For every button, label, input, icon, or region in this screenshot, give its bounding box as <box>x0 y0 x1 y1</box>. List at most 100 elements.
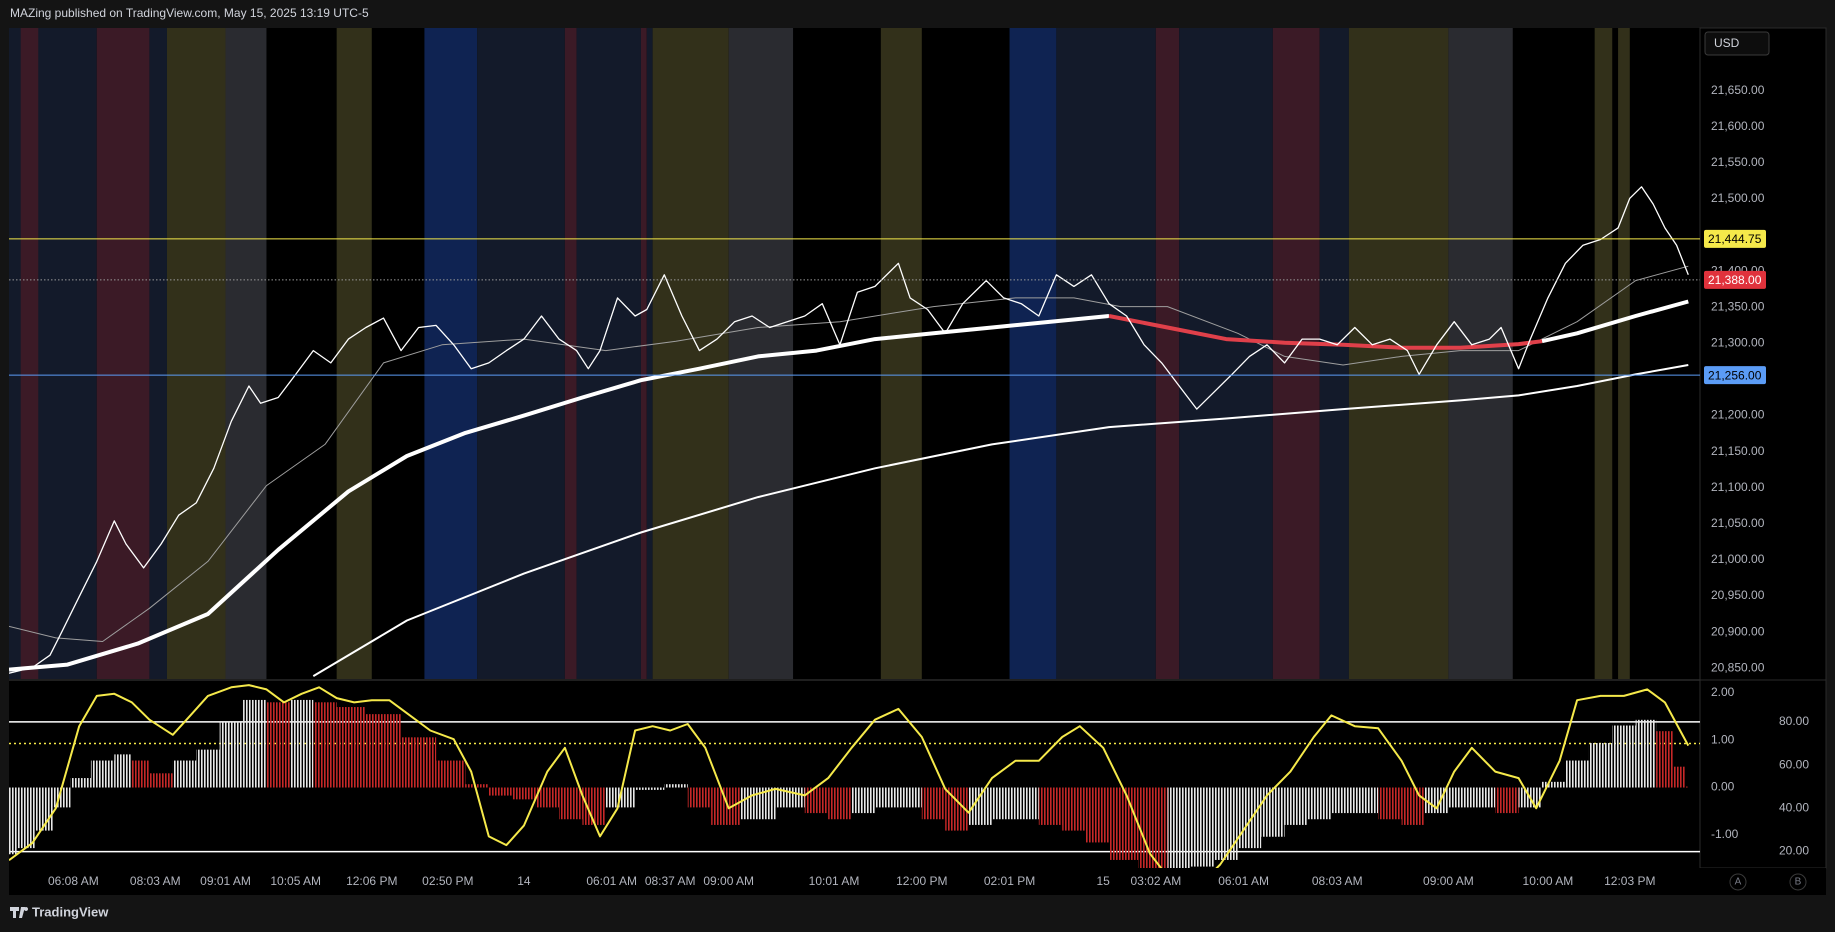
session-band <box>652 28 729 679</box>
y-tick-label: 20,850.00 <box>1711 660 1765 674</box>
histogram-bar <box>114 754 132 788</box>
x-tick-label: 06:01 AM <box>586 874 637 888</box>
axis-button[interactable] <box>1789 873 1807 891</box>
x-tick-label: 09:01 AM <box>200 874 251 888</box>
histogram-bar <box>219 721 244 788</box>
session-band <box>477 28 565 679</box>
currency[interactable]: USD <box>1714 36 1740 50</box>
y-tick-label: 21,150.00 <box>1711 444 1765 458</box>
histogram-bar <box>992 787 1016 820</box>
y-tick-label: 21,500.00 <box>1711 191 1765 205</box>
y-tick-label: 21,350.00 <box>1711 299 1765 313</box>
x-tick-label: 08:03 AM <box>1312 874 1363 888</box>
x-tick-label: 08:37 AM <box>645 874 696 888</box>
histogram-bar <box>1062 787 1086 831</box>
currency-button[interactable] <box>1704 31 1770 56</box>
histogram-bar <box>851 787 875 814</box>
histogram-bar <box>90 760 115 788</box>
histogram-bar <box>1471 787 1496 808</box>
y-tick-label: 2.00 <box>1711 685 1735 699</box>
series-line <box>9 299 1689 672</box>
session-band <box>1594 28 1613 679</box>
histogram-bar <box>874 787 899 808</box>
histogram-bar <box>635 787 665 790</box>
x-tick-label: 12:00 PM <box>896 874 947 888</box>
session-band <box>646 28 653 679</box>
y-tick-label: 21,050.00 <box>1711 516 1765 530</box>
histogram-bar <box>1354 787 1379 814</box>
histogram-bar <box>968 787 993 825</box>
x-tick-label: 10:00 AM <box>1523 874 1574 888</box>
session-band <box>1009 28 1057 679</box>
session-band <box>225 28 267 679</box>
histogram-bar <box>149 773 173 788</box>
histogram-bar <box>336 707 366 788</box>
y-tick-label: 21,300.00 <box>1711 336 1765 350</box>
axis-button-label[interactable]: B <box>1795 877 1802 888</box>
histogram-bar <box>1138 787 1168 868</box>
histogram-bar <box>559 787 583 820</box>
session-band <box>336 28 372 679</box>
price-level-box <box>1704 270 1766 289</box>
histogram-bar <box>1167 787 1191 868</box>
session-band <box>96 28 150 679</box>
histogram-bar <box>804 787 829 814</box>
brand-logo <box>10 907 29 918</box>
session-band <box>1272 28 1320 679</box>
histogram-bar <box>1565 760 1589 788</box>
histogram-bar <box>740 787 776 820</box>
histogram-bar <box>535 787 560 808</box>
histogram-bar <box>17 787 36 849</box>
y2-tick-label: 60.00 <box>1779 757 1809 771</box>
x-tick-label: 03:02 AM <box>1130 874 1181 888</box>
session-band <box>1618 28 1630 679</box>
brand: TradingView <box>32 904 109 919</box>
price-level-box <box>1704 229 1766 248</box>
session-band <box>576 28 641 679</box>
y-tick-label: 20,950.00 <box>1711 588 1765 602</box>
x-tick-label: 06:08 AM <box>48 874 99 888</box>
y-tick-label: 21,000.00 <box>1711 552 1765 566</box>
histogram-bar <box>243 699 267 788</box>
histogram-bar <box>131 760 150 788</box>
x-tick-label: 09:00 AM <box>703 874 754 888</box>
session-band <box>20 28 39 679</box>
x-tick-label: 10:05 AM <box>270 874 321 888</box>
histogram-bar <box>1401 787 1425 825</box>
histogram-bar <box>1656 731 1674 788</box>
session-band <box>564 28 577 679</box>
y-tick-label: 21,650.00 <box>1711 83 1765 97</box>
histogram-bar <box>945 787 969 831</box>
axis-button-label[interactable]: A <box>1735 877 1742 888</box>
histogram-bar <box>1085 787 1110 843</box>
series-line <box>312 364 1689 677</box>
histogram-bar <box>1542 781 1566 788</box>
histogram-bar <box>436 760 466 788</box>
histogram-bar <box>365 714 402 788</box>
axis-button[interactable] <box>1729 873 1747 891</box>
y-tick-label: -1.00 <box>1711 827 1739 841</box>
histogram-bar <box>1190 787 1215 867</box>
histogram-bar <box>1673 766 1686 788</box>
price-axis <box>1699 27 1827 869</box>
x-tick-label: 14 <box>517 874 531 888</box>
histogram-bar <box>1109 787 1139 860</box>
y-tick-label: 21,600.00 <box>1711 119 1765 133</box>
histogram-bar <box>1685 786 1689 788</box>
histogram-bar <box>465 784 489 788</box>
histogram-bar <box>1015 787 1039 820</box>
histogram-bar <box>1635 719 1657 788</box>
price-level-label: 21,444.75 <box>1708 232 1762 246</box>
series-line <box>9 684 1690 868</box>
histogram-bar <box>1038 787 1063 825</box>
session-band <box>166 28 226 679</box>
session-band <box>640 28 647 679</box>
oscillator-plot <box>9 684 1700 868</box>
histogram-bar <box>70 778 91 788</box>
x-tick-label: 12:03 PM <box>1604 874 1655 888</box>
time-axis <box>9 868 1826 895</box>
header: MAZing published on TradingView.com, May… <box>10 6 369 20</box>
series-line <box>1108 314 1543 350</box>
histogram-bar <box>1612 725 1636 788</box>
